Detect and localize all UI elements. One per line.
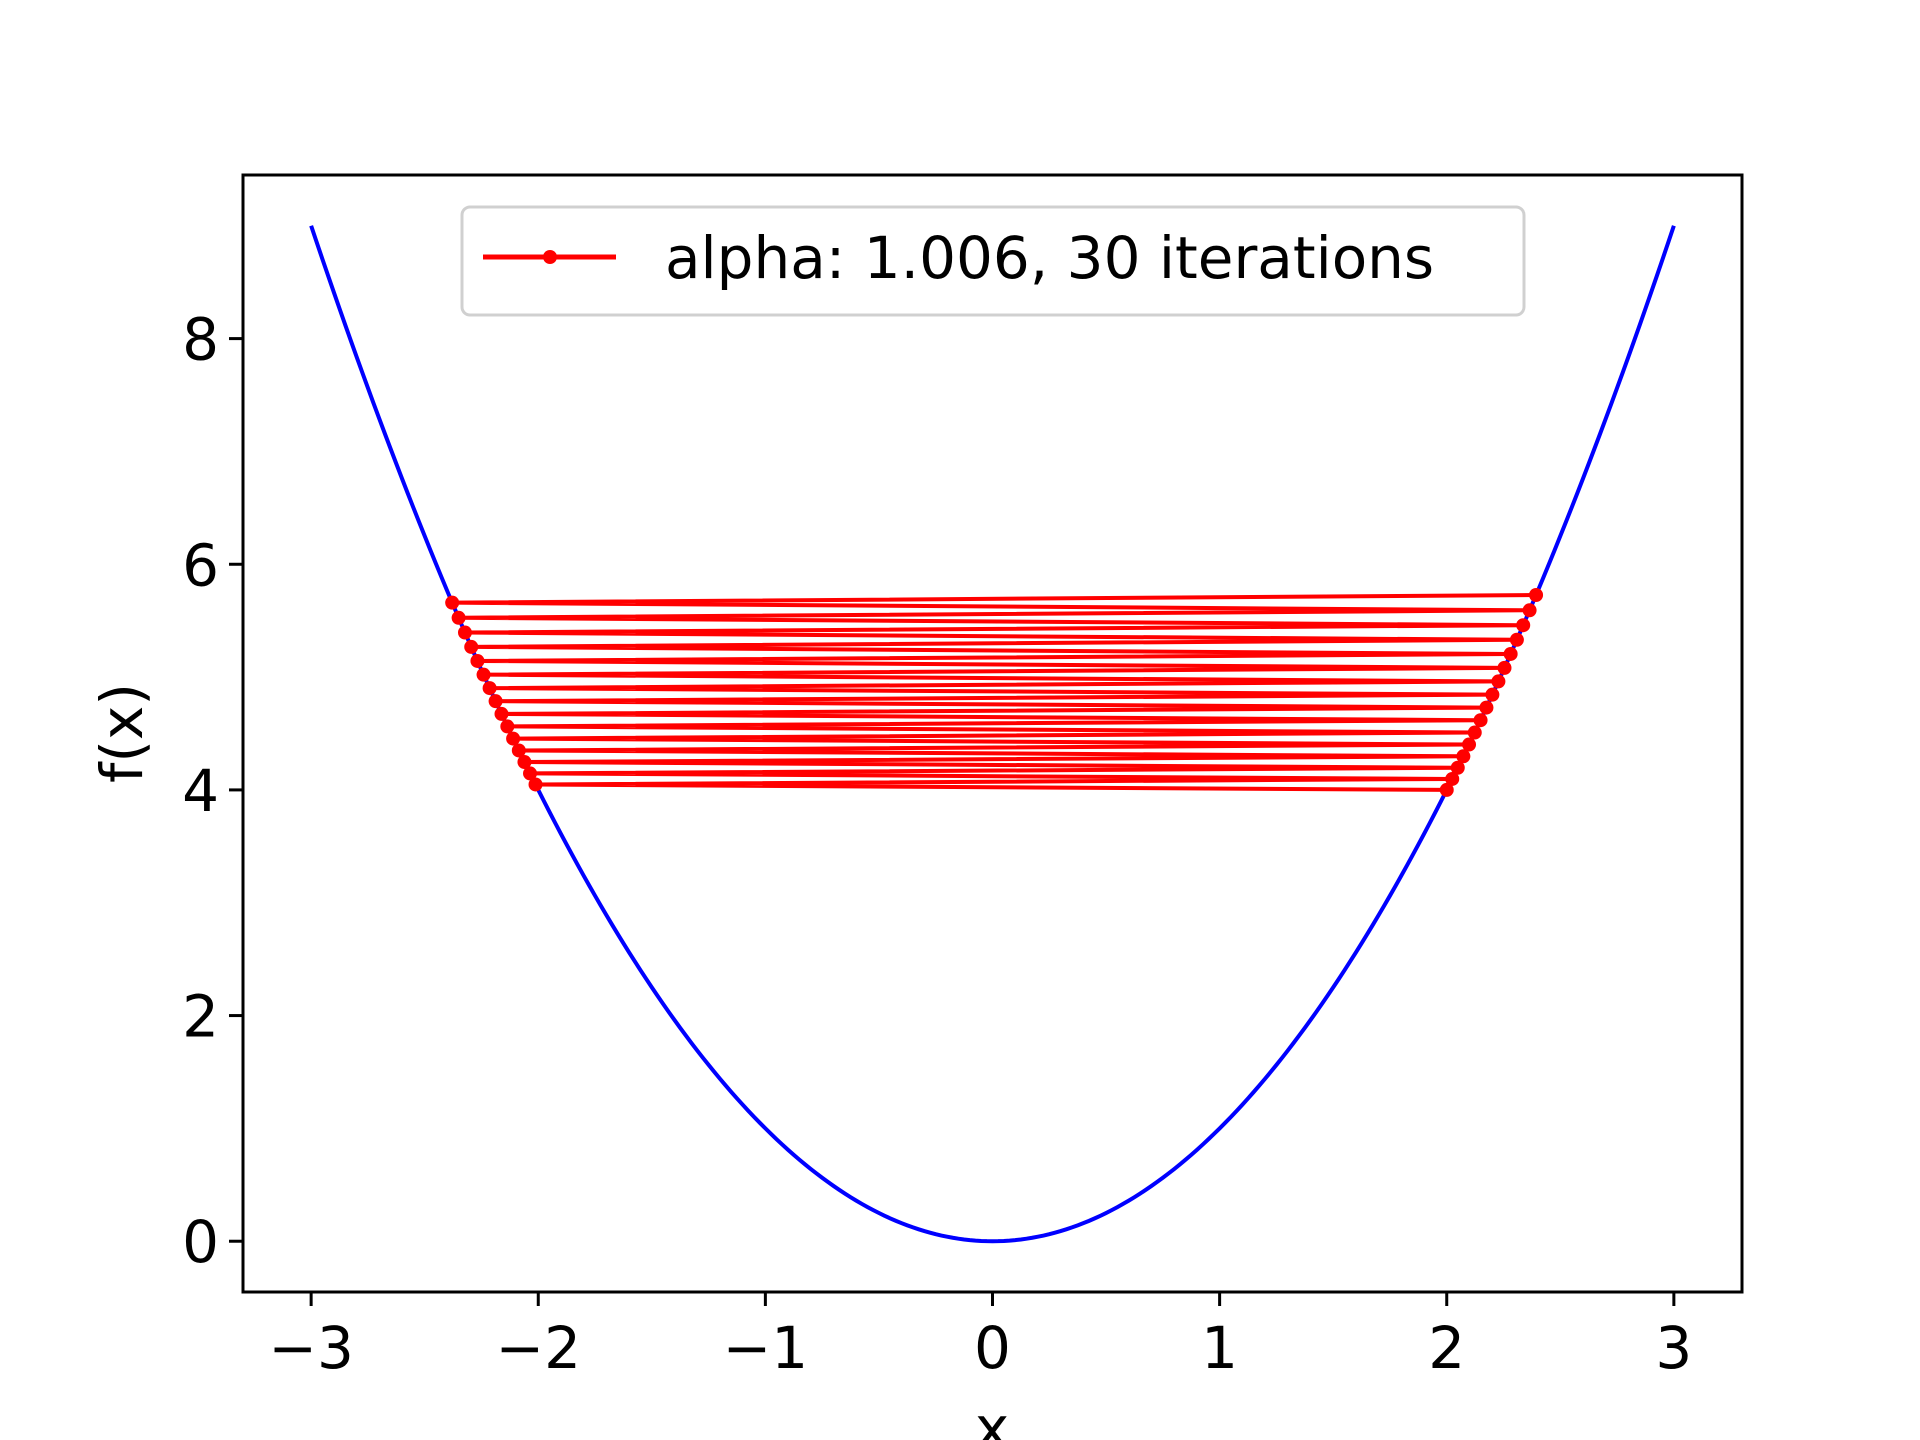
legend-label: alpha: 1.006, 30 iterations <box>665 224 1434 292</box>
iterate-point <box>511 743 526 758</box>
y-tick-label: 6 <box>182 531 219 599</box>
y-axis-label: f(x) <box>88 683 156 783</box>
plot-area <box>309 225 1676 1244</box>
iterate-point <box>470 653 485 668</box>
y-axis: 0 2 4 6 8 <box>182 306 243 1276</box>
x-tick-label: 3 <box>1655 1314 1692 1382</box>
iterate-point <box>1497 660 1512 675</box>
iterate-point <box>451 610 466 625</box>
iterate-point <box>1503 646 1518 661</box>
iterate-point <box>1462 737 1477 752</box>
iterate-point <box>464 639 479 654</box>
iterate-point <box>445 595 460 610</box>
iterate-point <box>482 681 497 696</box>
iterate-point <box>1479 700 1494 715</box>
legend-marker-sample <box>543 250 557 264</box>
iterate-point <box>476 667 491 682</box>
iterate-point <box>1522 603 1537 618</box>
x-tick-label: −1 <box>723 1314 809 1382</box>
iterate-point <box>1445 771 1460 786</box>
iterate-point <box>1529 587 1544 602</box>
legend-box <box>460 205 1526 317</box>
iterate-point <box>1450 760 1465 775</box>
iterate-point <box>528 777 543 792</box>
x-axis-label: x <box>975 1394 1009 1440</box>
iterate-point <box>1516 618 1531 633</box>
iterate-point <box>1473 713 1488 728</box>
x-tick-label: 1 <box>1201 1314 1238 1382</box>
y-tick-label: 4 <box>182 757 219 825</box>
iterate-point <box>1491 674 1506 689</box>
iterate-point <box>523 766 538 781</box>
x-tick-label: 0 <box>974 1314 1011 1382</box>
x-axis: −3 −2 −1 0 1 2 3 <box>268 1292 1692 1382</box>
iterate-point <box>494 706 509 721</box>
y-tick-label: 2 <box>182 983 219 1051</box>
iterate-point <box>1439 782 1454 797</box>
y-tick-label: 0 <box>182 1208 219 1276</box>
y-tick-label: 8 <box>182 306 219 374</box>
iterate-point <box>1456 749 1471 764</box>
x-tick-label: −2 <box>496 1314 582 1382</box>
iterate-point <box>1485 687 1500 702</box>
iterate-point <box>1509 632 1524 647</box>
iterate-point <box>488 694 503 709</box>
iterate-point <box>457 625 472 640</box>
legend: alpha: 1.006, 30 iterations <box>460 205 1526 317</box>
iterate-point <box>1467 725 1482 740</box>
x-tick-label: −3 <box>268 1314 354 1382</box>
iterate-point <box>500 719 515 734</box>
iterate-point <box>517 755 532 770</box>
x-tick-label: 2 <box>1428 1314 1465 1382</box>
iterate-point <box>506 731 521 746</box>
